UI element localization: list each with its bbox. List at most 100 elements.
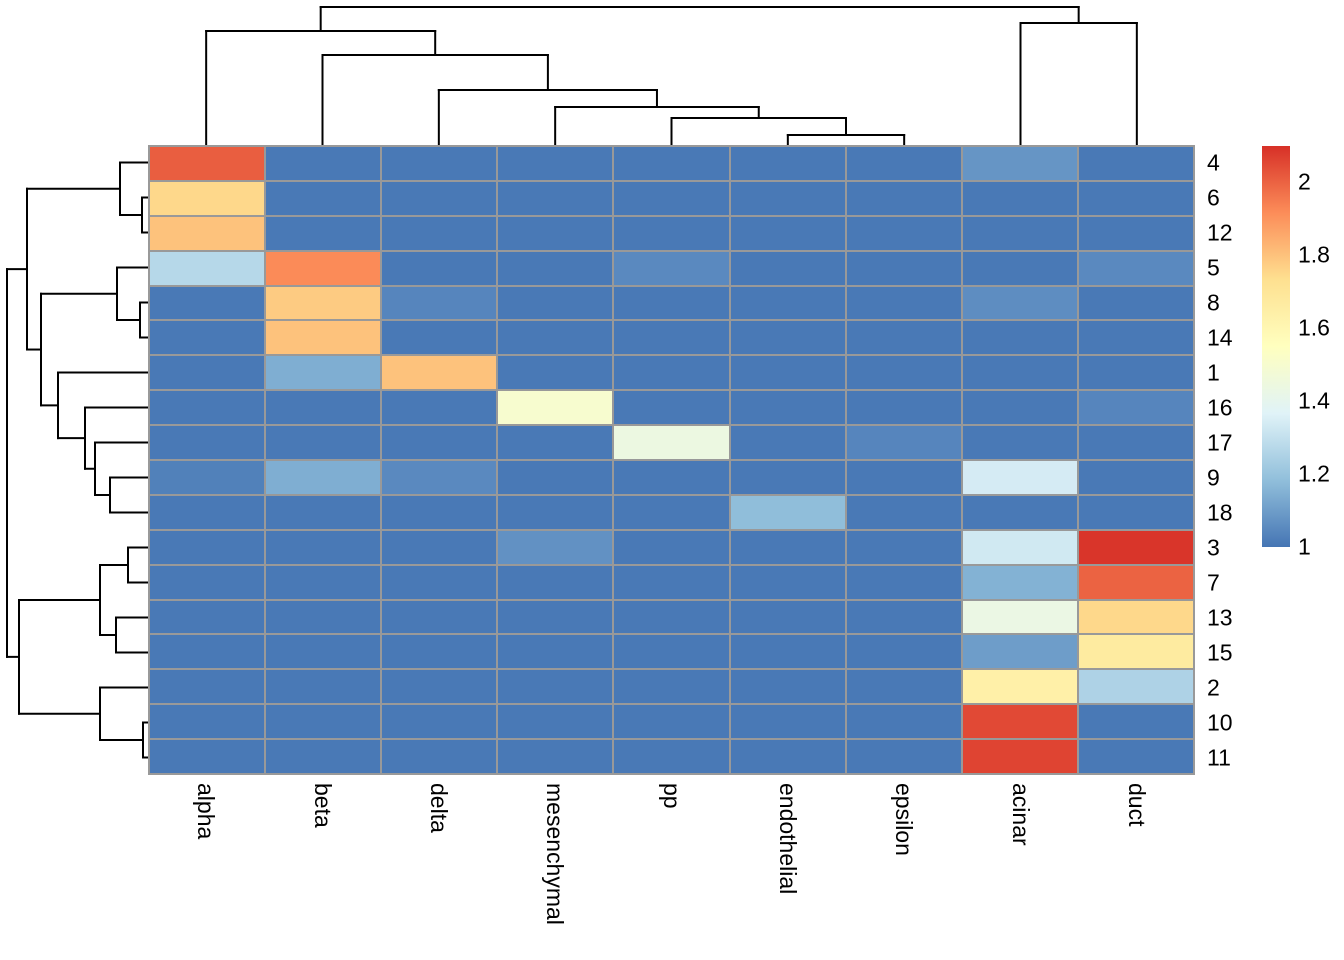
heatmap-cell [150, 216, 265, 250]
column-label: delta [425, 783, 452, 833]
heatmap-cell [498, 426, 613, 459]
heatmap-cell [730, 600, 845, 634]
heatmap-cell [382, 670, 497, 704]
heatmap-cell [962, 705, 1077, 739]
heatmap-cell [846, 740, 961, 773]
heatmap-cell [730, 705, 845, 739]
column-label: acinar [1007, 783, 1034, 846]
row-dendrogram [6, 161, 149, 759]
heatmap-cell [382, 426, 497, 459]
heatmap-cell [1078, 286, 1193, 320]
heatmap-cell [498, 670, 613, 704]
heatmap-cell [498, 321, 613, 355]
row-label: 12 [1207, 219, 1233, 245]
heatmap-cell [730, 356, 845, 390]
heatmap-cell [846, 147, 961, 180]
heatmap-cell [962, 286, 1077, 320]
heatmap-cell [1078, 705, 1193, 739]
heatmap-cell [150, 670, 265, 704]
heatmap-cell [150, 147, 265, 180]
heatmap-cell [498, 251, 613, 285]
heatmap-cell [730, 391, 845, 425]
legend-tick-label: 1.6 [1298, 314, 1330, 341]
row-label: 9 [1207, 464, 1220, 490]
heatmap-cell [614, 670, 729, 704]
row-label: 18 [1207, 499, 1233, 525]
heatmap-cell [846, 356, 961, 390]
heatmap-cell [382, 565, 497, 599]
heatmap-cell [730, 147, 845, 180]
heatmap-cell [846, 391, 961, 425]
heatmap-cell [846, 181, 961, 215]
legend-tick-label: 1 [1298, 533, 1311, 560]
heatmap-cell [614, 495, 729, 529]
heatmap-cell [150, 426, 265, 459]
heatmap-cell [266, 321, 381, 355]
heatmap-cell [962, 426, 1077, 459]
heatmap-cell [730, 321, 845, 355]
heatmap-cell [150, 565, 265, 599]
heatmap-cell [614, 321, 729, 355]
heatmap-cell [962, 321, 1077, 355]
heatmap-cell [498, 530, 613, 564]
heatmap-cell [730, 740, 845, 773]
heatmap-cell [846, 670, 961, 704]
heatmap-cell [382, 740, 497, 773]
heatmap-cell [150, 705, 265, 739]
heatmap-cell [730, 530, 845, 564]
heatmap-cell [150, 635, 265, 669]
heatmap-cell [730, 635, 845, 669]
heatmap-cell [498, 635, 613, 669]
heatmap-cell [382, 181, 497, 215]
heatmap-cell [962, 216, 1077, 250]
heatmap-cell [1078, 426, 1193, 459]
heatmap-cell [266, 286, 381, 320]
heatmap-cell [150, 461, 265, 494]
heatmap-cell [730, 670, 845, 704]
heatmap-cell [150, 356, 265, 390]
heatmap-cell [382, 321, 497, 355]
row-label: 13 [1207, 604, 1233, 630]
heatmap-cell [150, 181, 265, 215]
row-label: 4 [1207, 149, 1220, 175]
heatmap-cell [614, 461, 729, 494]
heatmap-cell [150, 391, 265, 425]
heatmap-cell [382, 391, 497, 425]
column-label: mesenchymal [542, 783, 569, 925]
legend-gradient-bar [1262, 146, 1290, 547]
heatmap-cell [1078, 670, 1193, 704]
heatmap-cell [498, 147, 613, 180]
heatmap-cell [962, 147, 1077, 180]
heatmap-cell [1078, 600, 1193, 634]
heatmap-cell [266, 635, 381, 669]
heatmap-cell [1078, 216, 1193, 250]
column-label: pp [658, 783, 685, 809]
heatmap-cell [846, 705, 961, 739]
heatmap-cell [730, 495, 845, 529]
column-label: epsilon [891, 783, 918, 856]
heatmap-cell [614, 181, 729, 215]
heatmap-cell [266, 216, 381, 250]
heatmap-cell [614, 600, 729, 634]
row-label: 17 [1207, 429, 1233, 455]
heatmap-cell [266, 181, 381, 215]
heatmap-cell [150, 286, 265, 320]
heatmap-cell [614, 530, 729, 564]
heatmap-cell [266, 600, 381, 634]
row-label: 11 [1207, 744, 1231, 770]
heatmap-cell [614, 251, 729, 285]
heatmap-cell [266, 670, 381, 704]
heatmap-cell [846, 216, 961, 250]
heatmap-cell [266, 740, 381, 773]
heatmap-cell [498, 356, 613, 390]
heatmap-cell [962, 740, 1077, 773]
heatmap-cell [730, 286, 845, 320]
heatmap-cell [614, 426, 729, 459]
row-label: 15 [1207, 639, 1233, 665]
heatmap-cell [150, 600, 265, 634]
heatmap-cell [846, 321, 961, 355]
heatmap-cell [150, 740, 265, 773]
legend-tick-label: 1.8 [1298, 241, 1330, 268]
row-label: 3 [1207, 534, 1220, 560]
heatmap-cell [382, 286, 497, 320]
